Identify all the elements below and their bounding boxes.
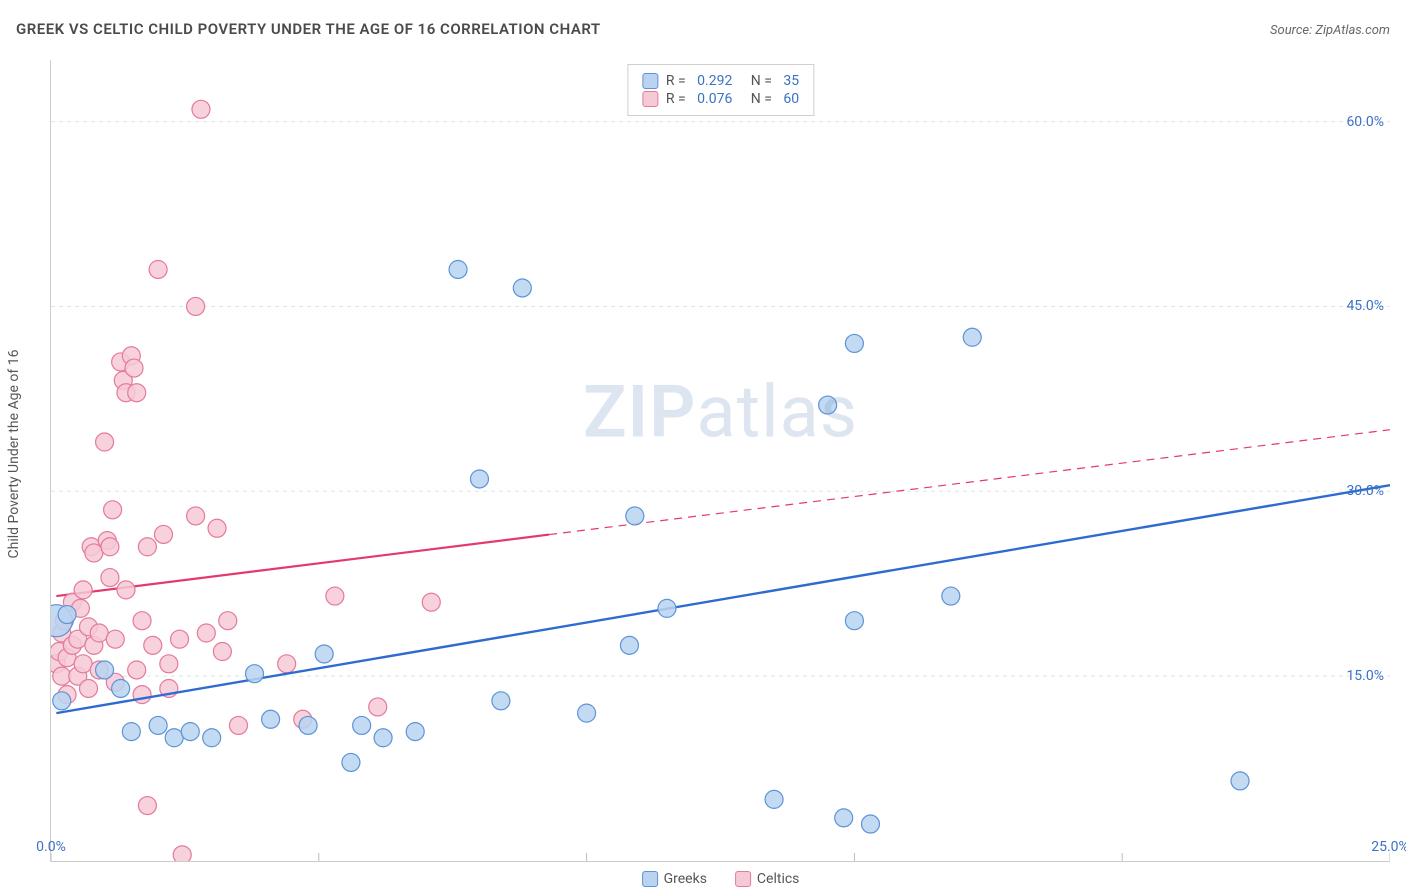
legend-label-greeks: Greeks	[664, 871, 707, 887]
swatch-greeks	[642, 871, 658, 887]
chart-title: GREEK VS CELTIC CHILD POVERTY UNDER THE …	[16, 20, 601, 38]
y-axis-title: Child Poverty Under the Age of 16	[6, 350, 22, 559]
legend-item-celtics: Celtics	[735, 871, 799, 887]
series-legend: Greeks Celtics	[642, 871, 800, 887]
scatter-svg	[51, 60, 1390, 861]
chart-header: GREEK VS CELTIC CHILD POVERTY UNDER THE …	[16, 20, 1390, 38]
chart-container: GREEK VS CELTIC CHILD POVERTY UNDER THE …	[0, 0, 1406, 892]
legend-item-greeks: Greeks	[642, 871, 707, 887]
legend-label-celtics: Celtics	[757, 871, 799, 887]
source-label: Source: ZipAtlas.com	[1270, 23, 1390, 38]
plot-area: ZIPatlas R = 0.292 N = 35 R = 0.076 N = …	[50, 60, 1390, 862]
swatch-celtics	[735, 871, 751, 887]
